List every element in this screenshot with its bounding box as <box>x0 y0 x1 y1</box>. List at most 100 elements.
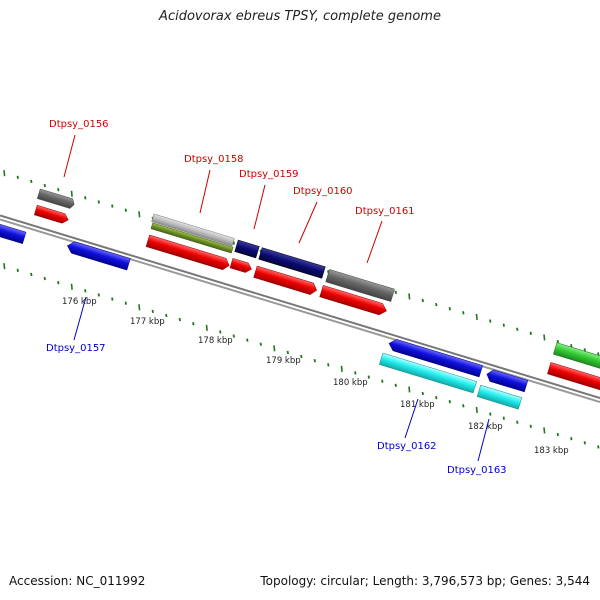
forward-tick <box>124 208 127 212</box>
gene-dtpsy-0163-blue[interactable] <box>485 368 529 393</box>
gene-label-dtpsy-0156[interactable]: Dtpsy_0156 <box>49 119 109 130</box>
gene-dtpsy-0161-red[interactable] <box>319 285 389 316</box>
reverse-tick <box>543 427 546 434</box>
gene-dtpsy-0156-red[interactable] <box>33 204 69 224</box>
reverse-tick <box>246 338 249 342</box>
leader-dtpsy-0157 <box>73 296 87 341</box>
forward-genes <box>33 188 600 393</box>
forward-tick <box>138 211 141 218</box>
gene-dtpsy-0162-blue[interactable] <box>387 338 483 378</box>
forward-tick <box>583 348 586 352</box>
scale-label-182: 182 kbp <box>468 422 503 432</box>
reverse-tick <box>30 272 33 277</box>
gene-dtpsy-0159-red[interactable] <box>229 257 253 274</box>
gene-dtpsy-0161-gray[interactable] <box>325 269 395 302</box>
reverse-tick <box>232 334 235 338</box>
gene-label-dtpsy-0160[interactable]: Dtpsy_0160 <box>293 186 353 197</box>
reverse-tick <box>124 301 127 305</box>
reverse-tick <box>165 313 168 318</box>
forward-tick <box>70 190 73 197</box>
leader-dtpsy-0162 <box>404 398 419 439</box>
reverse-tick <box>529 424 532 429</box>
leader-dtpsy-0159 <box>253 184 266 230</box>
reverse-tick-row <box>3 263 600 449</box>
gene-dtpsy-0158-gray[interactable] <box>151 213 235 247</box>
reverse-tick <box>421 391 424 396</box>
forward-tick <box>3 170 6 177</box>
forward-tick <box>597 352 600 356</box>
reverse-tick <box>516 420 519 424</box>
gene-dtpsy-0158-red[interactable] <box>145 234 231 271</box>
gene-label-dtpsy-0162[interactable]: Dtpsy_0162 <box>377 441 437 452</box>
reverse-tick <box>354 371 357 375</box>
reverse-tick <box>502 416 505 420</box>
genome-title: Acidovorax ebreus TPSY, complete genome <box>159 9 441 24</box>
forward-tick <box>516 327 519 331</box>
reverse-tick <box>3 263 6 270</box>
forward-tick <box>30 179 33 184</box>
gene-dtpsy-0157-blue[interactable] <box>66 240 131 271</box>
gene-label-dtpsy-0158[interactable]: Dtpsy_0158 <box>184 154 244 165</box>
reverse-tick <box>97 293 100 297</box>
reverse-tick <box>219 330 222 334</box>
reverse-tick <box>435 395 438 400</box>
gene-partial-blue-left[interactable] <box>0 221 27 244</box>
forward-tick <box>529 331 532 336</box>
gene-label-dtpsy-0159[interactable]: Dtpsy_0159 <box>239 169 299 180</box>
gene-dtpsy-0162-cyan[interactable] <box>379 352 477 394</box>
reverse-tick <box>583 441 586 445</box>
forward-tick <box>84 196 87 200</box>
reverse-genes <box>0 221 529 410</box>
gene-label-dtpsy-0161[interactable]: Dtpsy_0161 <box>355 206 415 217</box>
leader-dtpsy-0160 <box>298 201 318 244</box>
reverse-tick <box>300 354 303 359</box>
gene-dtpsy-0156-gray[interactable] <box>37 188 75 209</box>
label-leader-lines <box>63 134 490 462</box>
gene-partial-green[interactable] <box>553 342 600 371</box>
reverse-tick <box>205 324 208 331</box>
forward-tick <box>16 175 19 179</box>
forward-tick <box>570 344 573 348</box>
scale-label-178: 178 kbp <box>198 336 233 346</box>
leader-dtpsy-0163 <box>477 418 490 462</box>
gene-labels: Dtpsy_0156 Dtpsy_0158 Dtpsy_0159 Dtpsy_0… <box>46 119 507 476</box>
reverse-tick <box>408 386 411 393</box>
scale-label-181: 181 kbp <box>400 400 435 410</box>
gene-dtpsy-0158-olive[interactable] <box>150 222 234 254</box>
forward-tick <box>435 302 438 307</box>
reverse-tick <box>462 404 465 408</box>
gene-label-dtpsy-0157[interactable]: Dtpsy_0157 <box>46 343 106 354</box>
leader-dtpsy-0161 <box>366 220 383 264</box>
scale-label-177: 177 kbp <box>130 317 165 327</box>
scale-label-183: 183 kbp <box>534 446 569 456</box>
reverse-tick <box>286 350 289 355</box>
gene-dtpsy-0163-cyan[interactable] <box>476 384 523 410</box>
reverse-tick <box>192 322 195 326</box>
reverse-tick <box>111 297 114 301</box>
forward-tick <box>232 241 235 245</box>
forward-tick <box>421 298 424 303</box>
forward-tick <box>57 187 60 192</box>
forward-tick <box>448 307 451 311</box>
scale-label-180: 180 kbp <box>333 378 368 388</box>
reverse-tick <box>16 268 19 272</box>
reverse-tick <box>138 304 141 311</box>
reverse-tick <box>556 432 559 437</box>
gene-label-dtpsy-0163[interactable]: Dtpsy_0163 <box>447 465 507 476</box>
leader-dtpsy-0156 <box>63 134 76 178</box>
forward-tick <box>394 290 397 294</box>
forward-tick <box>502 323 505 327</box>
reverse-tick <box>43 276 46 281</box>
forward-tick <box>475 313 478 321</box>
gene-dtpsy-0160-navy[interactable] <box>258 247 326 279</box>
gene-dtpsy-0160-red[interactable] <box>253 265 319 296</box>
forward-tick <box>543 334 546 341</box>
gene-dtpsy-0159-navy[interactable] <box>234 239 260 259</box>
gene-partial-red[interactable] <box>547 362 600 393</box>
reverse-tick <box>367 375 370 379</box>
leader-dtpsy-0158 <box>199 169 211 214</box>
forward-tick <box>97 200 100 204</box>
reverse-tick <box>259 342 262 346</box>
reverse-tick <box>340 365 343 372</box>
scale-labels: 176 kbp 177 kbp 178 kbp 179 kbp 180 kbp … <box>62 297 569 456</box>
